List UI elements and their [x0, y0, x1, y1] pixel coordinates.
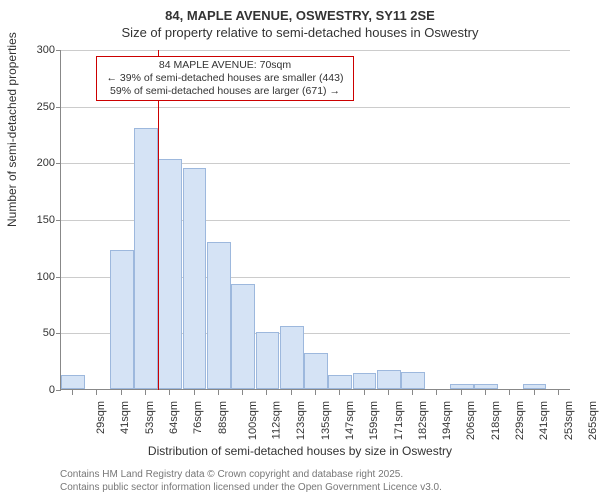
xtick-label: 64sqm [168, 401, 180, 434]
xtick-label: 147sqm [344, 401, 356, 440]
chart-title-line1: 84, MAPLE AVENUE, OSWESTRY, SY11 2SE [0, 8, 600, 23]
xtick-mark [388, 390, 389, 395]
xtick-label: 241sqm [538, 401, 550, 440]
histogram-bar [377, 370, 401, 389]
histogram-bar [474, 384, 498, 389]
histogram-bar [207, 242, 231, 389]
xtick-label: 29sqm [95, 401, 107, 434]
ytick-mark [56, 107, 61, 108]
attribution-line1: Contains HM Land Registry data © Crown c… [60, 468, 442, 481]
xtick-mark [72, 390, 73, 395]
xtick-label: 123sqm [296, 401, 308, 440]
ytick-mark [56, 333, 61, 334]
chart-area: 05010015020025030084 MAPLE AVENUE: 70sqm… [60, 50, 570, 420]
xtick-label: 218sqm [490, 401, 502, 440]
attribution-line2: Contains public sector information licen… [60, 481, 442, 494]
xtick-mark [266, 390, 267, 395]
ytick-label: 50 [43, 327, 55, 339]
xtick-mark [169, 390, 170, 395]
annotation-line1: 84 MAPLE AVENUE: 70sqm [101, 59, 349, 72]
histogram-bar [353, 373, 377, 389]
xtick-label: 229sqm [514, 401, 526, 440]
xtick-label: 88sqm [217, 401, 229, 434]
histogram-bar [110, 250, 134, 389]
xtick-mark [242, 390, 243, 395]
ytick-mark [56, 277, 61, 278]
histogram-bar [304, 353, 328, 389]
gridline [61, 50, 570, 51]
xtick-label: 253sqm [563, 401, 575, 440]
xtick-label: 135sqm [320, 401, 332, 440]
xtick-mark [436, 390, 437, 395]
histogram-bar [401, 372, 425, 389]
ytick-mark [56, 390, 61, 391]
histogram-bar [231, 284, 255, 389]
histogram-bar [183, 168, 207, 389]
ytick-label: 200 [37, 157, 55, 169]
xtick-mark [96, 390, 97, 395]
histogram-bar [134, 128, 158, 389]
y-axis-label: Number of semi-detached properties [5, 32, 19, 227]
xtick-mark [121, 390, 122, 395]
xtick-mark [412, 390, 413, 395]
histogram-bar [450, 384, 474, 389]
ytick-label: 250 [37, 101, 55, 113]
gridline [61, 107, 570, 108]
xtick-label: 159sqm [368, 401, 380, 440]
histogram-bar [328, 375, 352, 389]
xtick-mark [145, 390, 146, 395]
xtick-mark [315, 390, 316, 395]
xtick-label: 41sqm [119, 401, 131, 434]
ytick-label: 300 [37, 44, 55, 56]
ytick-label: 100 [37, 271, 55, 283]
histogram-bar [158, 159, 182, 389]
xtick-mark [558, 390, 559, 395]
histogram-bar [61, 375, 85, 389]
xtick-label: 265sqm [587, 401, 599, 440]
ytick-mark [56, 50, 61, 51]
ytick-label: 0 [49, 384, 55, 396]
xtick-mark [461, 390, 462, 395]
ytick-mark [56, 220, 61, 221]
xtick-mark [339, 390, 340, 395]
x-axis-label: Distribution of semi-detached houses by … [0, 444, 600, 458]
plot-area: 05010015020025030084 MAPLE AVENUE: 70sqm… [60, 50, 570, 390]
xtick-mark [534, 390, 535, 395]
xtick-mark [291, 390, 292, 395]
attribution: Contains HM Land Registry data © Crown c… [60, 468, 442, 494]
histogram-bar [523, 384, 547, 389]
xtick-mark [509, 390, 510, 395]
xtick-label: 171sqm [393, 401, 405, 440]
histogram-bar [280, 326, 304, 389]
xtick-label: 76sqm [192, 401, 204, 434]
ytick-mark [56, 163, 61, 164]
histogram-bar [256, 332, 280, 389]
ytick-label: 150 [37, 214, 55, 226]
xtick-label: 206sqm [466, 401, 478, 440]
annotation-line2: ← 39% of semi-detached houses are smalle… [101, 72, 349, 85]
chart-title-line2: Size of property relative to semi-detach… [0, 25, 600, 40]
xtick-label: 194sqm [441, 401, 453, 440]
xtick-mark [485, 390, 486, 395]
xtick-label: 182sqm [417, 401, 429, 440]
xtick-label: 53sqm [144, 401, 156, 434]
xtick-label: 112sqm [270, 401, 282, 439]
xtick-mark [364, 390, 365, 395]
annotation-box: 84 MAPLE AVENUE: 70sqm← 39% of semi-deta… [96, 56, 354, 101]
xtick-mark [194, 390, 195, 395]
annotation-line3: 59% of semi-detached houses are larger (… [101, 85, 349, 98]
xtick-mark [218, 390, 219, 395]
xtick-label: 100sqm [247, 401, 259, 440]
